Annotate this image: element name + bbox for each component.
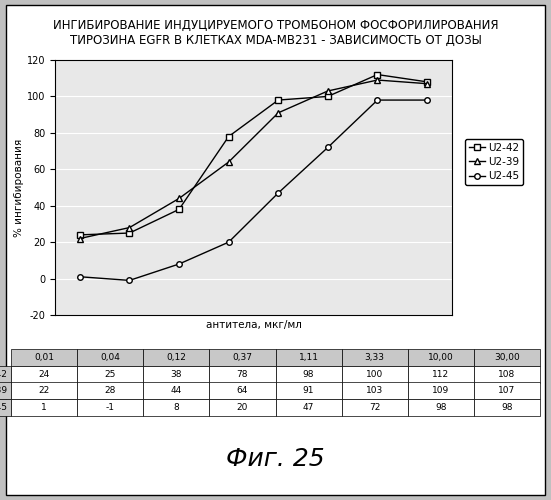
U2-39: [374, 77, 381, 83]
Line: U2-45: U2-45: [77, 98, 430, 283]
Text: антитела, мкг/мл: антитела, мкг/мл: [206, 320, 301, 330]
Y-axis label: % ингибирования: % ингибирования: [14, 138, 24, 236]
U2-45: [325, 144, 331, 150]
Text: Фиг. 25: Фиг. 25: [226, 447, 325, 471]
Line: U2-39: U2-39: [77, 78, 430, 241]
U2-42: [225, 134, 232, 140]
U2-39: [325, 88, 331, 94]
U2-45: [275, 190, 282, 196]
Text: ИНГИБИРОВАНИЕ ИНДУЦИРУЕМОГО ТРОМБОНОМ ФОСФОРИЛИРОВАНИЯ
ТИРОЗИНА EGFR В КЛЕТКАХ M: ИНГИБИРОВАНИЕ ИНДУЦИРУЕМОГО ТРОМБОНОМ ФО…: [53, 18, 498, 46]
U2-39: [424, 80, 430, 86]
U2-42: [176, 206, 182, 212]
U2-45: [126, 278, 133, 283]
U2-39: [275, 110, 282, 116]
U2-42: [424, 79, 430, 85]
U2-39: [126, 224, 133, 230]
U2-42: [275, 97, 282, 103]
U2-42: [77, 232, 83, 238]
U2-45: [424, 97, 430, 103]
U2-42: [126, 230, 133, 236]
U2-39: [77, 236, 83, 242]
U2-45: [374, 97, 381, 103]
U2-42: [374, 72, 381, 78]
Line: U2-42: U2-42: [77, 72, 430, 237]
U2-42: [325, 94, 331, 100]
Legend: U2-42, U2-39, U2-45: U2-42, U2-39, U2-45: [465, 138, 523, 186]
U2-39: [176, 196, 182, 202]
U2-45: [176, 261, 182, 267]
U2-39: [225, 159, 232, 165]
U2-45: [77, 274, 83, 280]
U2-45: [225, 239, 232, 245]
